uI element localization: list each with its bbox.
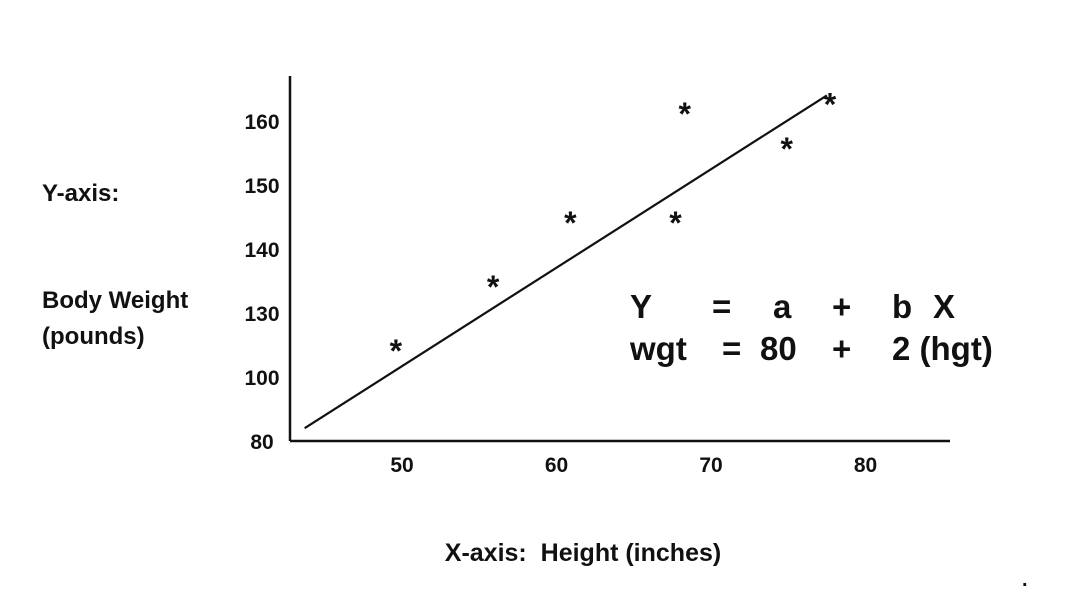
y-tick-label-140: 140 [244,239,279,262]
y-tick-label-130: 130 [244,303,279,326]
data-point-3: * [564,205,577,241]
x-tick-label-50: 50 [390,454,413,477]
y-axis-label-line-2: (pounds) [42,323,145,350]
equation: Y = a + b X wgt = 80 + 2 (hgt) [629,288,993,367]
x-tick-label-70: 70 [699,454,722,477]
y-tick-label-150: 150 [244,175,279,198]
eq-row1-Y: Y [630,288,652,325]
y-axis-label-line-1: Body Weight [42,287,188,314]
data-point-7: * [824,86,837,122]
regression-line [304,94,828,430]
data-point-5: * [679,96,692,132]
x-tick-label-80: 80 [854,454,877,477]
y-tick-label-160: 160 [244,111,279,134]
eq-row1-equals: = [712,288,731,325]
data-points: * * * * * * * [390,86,837,368]
eq-row2-plus: + [832,330,851,367]
x-tick-labels: 50 60 70 80 [390,454,877,477]
eq-row2-equals: = [722,330,741,367]
x-tick-label-60: 60 [545,454,568,477]
stray-dot: . [1022,569,1028,591]
y-axis-prefix: Y-axis: [42,180,119,207]
data-point-2: * [487,269,500,305]
eq-row2-wgt: wgt [629,330,687,367]
eq-row1-X: X [933,288,955,325]
data-point-1: * [390,333,403,369]
y-tick-labels: 80 100 130 140 150 160 [244,111,279,454]
regression-line-group [304,94,828,430]
x-axis-label: X-axis: Height (inches) [445,539,721,567]
y-tick-label-80: 80 [250,431,273,454]
data-point-6: * [780,131,793,167]
eq-row1-plus: + [832,288,851,325]
data-point-4: * [669,205,682,241]
eq-row1-b: b [892,288,912,325]
eq-row2-2hgt: 2 (hgt) [892,330,993,367]
eq-row1-a: a [773,288,792,325]
y-tick-label-100: 100 [244,367,279,390]
eq-row2-80: 80 [760,330,797,367]
